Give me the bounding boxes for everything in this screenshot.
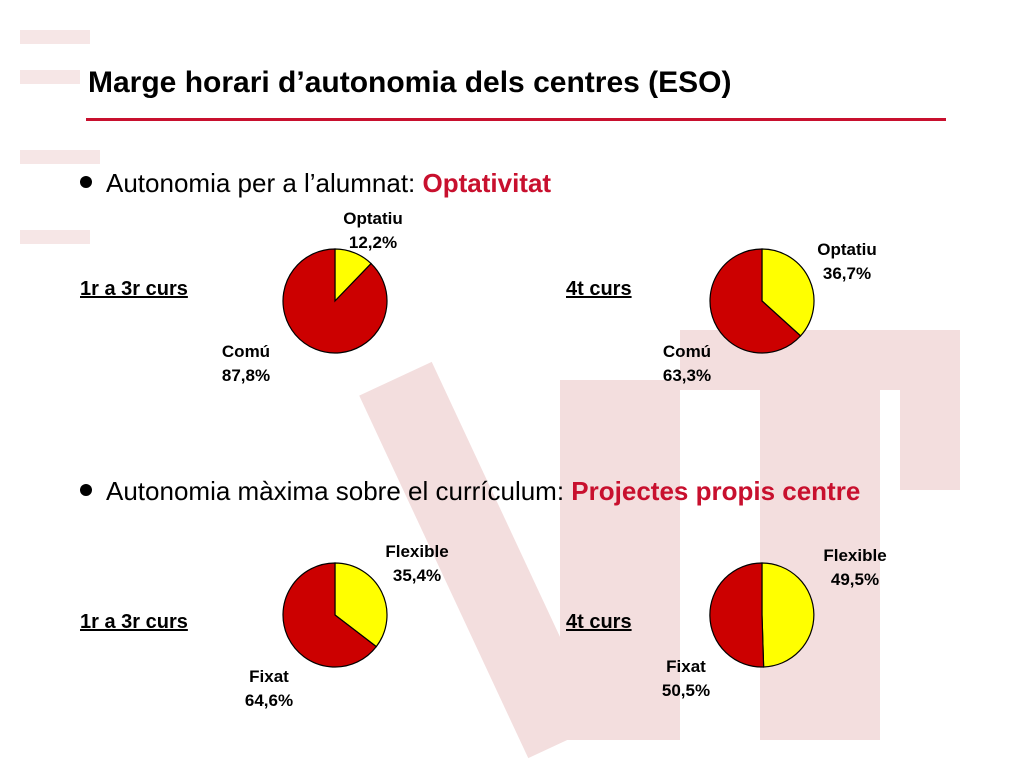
slice-value: 49,5% [830, 570, 880, 589]
slice-value: 36,7% [822, 264, 872, 283]
slice-name: Fixat [666, 657, 706, 676]
pie-chart-projectes-1r-3r [282, 562, 388, 668]
slice-name: Flexible [823, 546, 887, 565]
slice-name: Fixat [249, 667, 289, 686]
slice-value: 50,5% [661, 681, 711, 700]
slice-value: 35,4% [392, 566, 442, 585]
slice-label-fixat: Fixat 50,5% [646, 655, 726, 703]
row-label-4t-curs: 4t curs [566, 278, 632, 300]
pie-slice-comu [282, 248, 388, 354]
pie-slice-optatiu [761, 248, 815, 337]
slice-label-flexible: Flexible 35,4% [362, 540, 472, 588]
slice-label-optatiu: Optatiu 36,7% [792, 238, 902, 286]
bullet-dot [80, 484, 92, 497]
section-bullet-projectes: Autonomia màxima sobre el currículum: Pr… [80, 476, 860, 507]
title-underline [86, 118, 946, 121]
pie-slice-fixat [282, 562, 378, 668]
slice-value: 63,3% [662, 366, 712, 385]
bullet-text: Autonomia per a l’alumnat: [106, 168, 423, 198]
slice-name: Optatiu [817, 240, 877, 259]
slice-label-comu: Comú 87,8% [206, 340, 286, 388]
slice-value: 64,6% [244, 691, 294, 710]
page-title: Marge horari d’autonomia dels centres (E… [88, 66, 732, 99]
slice-label-fixat: Fixat 64,6% [229, 665, 309, 713]
pie-slice-flexible [761, 562, 815, 668]
bullet-text: Autonomia màxima sobre el currículum: [106, 476, 572, 506]
slice-label-optatiu: Optatiu 12,2% [318, 207, 428, 255]
slice-name: Flexible [385, 542, 449, 561]
slice-value: 87,8% [221, 366, 271, 385]
row-label-4t-curs: 4t curs [566, 611, 632, 633]
bullet-accent: Optativitat [422, 168, 552, 198]
bullet-dot [80, 176, 92, 189]
bullet-accent: Projectes propis centre [571, 476, 861, 506]
slice-value: 12,2% [348, 233, 398, 252]
pie-chart-projectes-4t [709, 562, 815, 668]
pie-slice-fixat [709, 562, 765, 668]
pie-slice-flexible [334, 562, 388, 648]
pie-chart-optativitat-1r-3r [282, 248, 388, 354]
slice-name: Comú [662, 342, 712, 361]
slice-label-flexible: Flexible 49,5% [800, 544, 910, 592]
slice-name: Optatiu [343, 209, 403, 228]
pie-slice-comu [709, 248, 802, 354]
slice-name: Comú [221, 342, 271, 361]
row-label-1r-3r-curs: 1r a 3r curs [80, 278, 188, 300]
slice-label-comu: Comú 63,3% [647, 340, 727, 388]
row-label-1r-3r-curs: 1r a 3r curs [80, 611, 188, 633]
pie-chart-optativitat-4t [709, 248, 815, 354]
section-bullet-optativitat: Autonomia per a l’alumnat: Optativitat [80, 168, 551, 199]
